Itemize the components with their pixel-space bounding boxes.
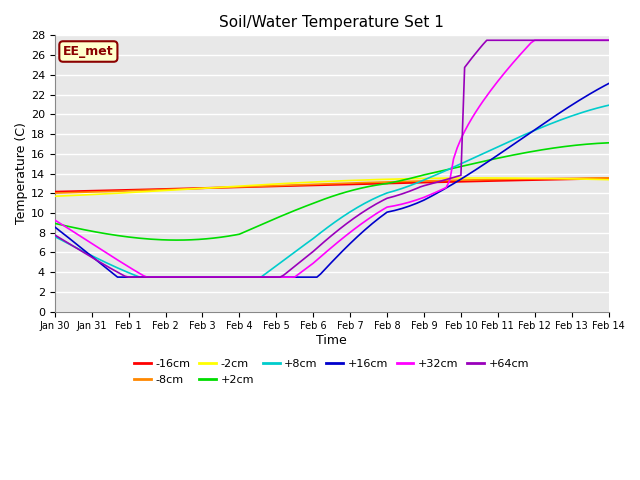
- Legend: -16cm, -8cm, -2cm, +2cm, +8cm, +16cm, +32cm, +64cm: -16cm, -8cm, -2cm, +2cm, +8cm, +16cm, +3…: [130, 355, 533, 389]
- X-axis label: Time: Time: [316, 334, 347, 347]
- Text: EE_met: EE_met: [63, 45, 114, 58]
- Title: Soil/Water Temperature Set 1: Soil/Water Temperature Set 1: [220, 15, 444, 30]
- Y-axis label: Temperature (C): Temperature (C): [15, 122, 28, 225]
